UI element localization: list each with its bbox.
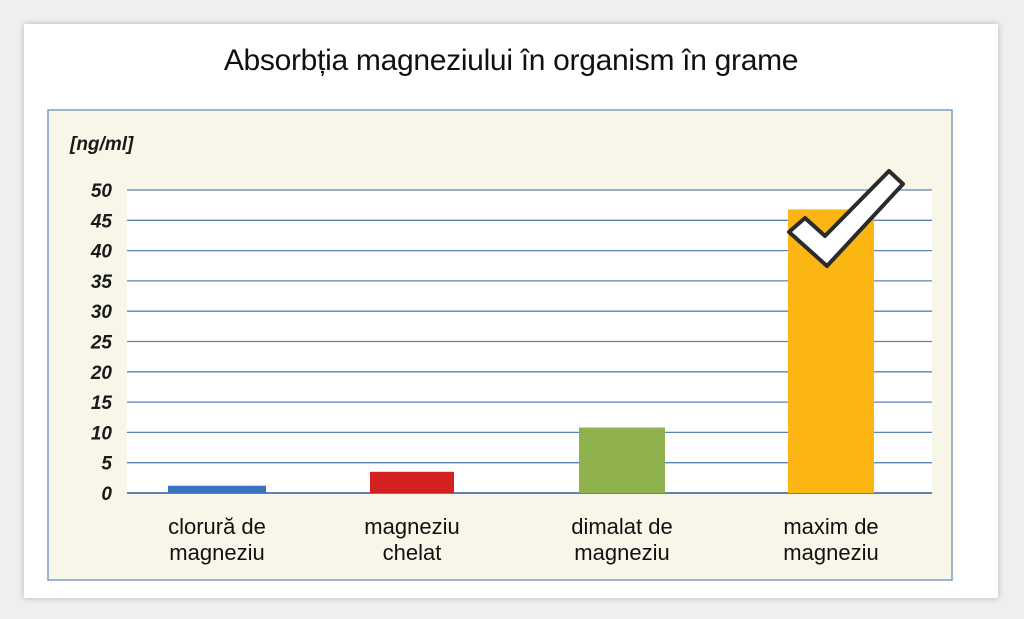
y-tick-label: 20 bbox=[90, 363, 113, 384]
x-category-label: maxim de magneziu bbox=[783, 514, 878, 565]
bar-2 bbox=[370, 471, 454, 493]
y-tick-label: 35 bbox=[91, 272, 113, 293]
y-axis-label: [ng/ml] bbox=[69, 134, 134, 155]
y-tick-label: 30 bbox=[91, 302, 113, 323]
checkmark-icon bbox=[787, 169, 905, 268]
y-tick-label: 50 bbox=[91, 181, 113, 202]
y-tick-label: 0 bbox=[101, 484, 112, 505]
y-tick-label: 10 bbox=[91, 423, 113, 444]
bar-chart: 0 5 10 15 20 25 30 35 40 45 50 [ng/ml] clorură de mag… bbox=[47, 109, 953, 581]
y-tick-label: 40 bbox=[90, 242, 113, 263]
chart-title: Absorbția magneziului în organism în gra… bbox=[223, 44, 799, 77]
chart-card: Absorbția magneziului în organism în gra… bbox=[24, 24, 998, 598]
x-category-label: dimalat de magneziu bbox=[571, 514, 673, 565]
y-tick-label: 5 bbox=[101, 454, 112, 475]
bar-1 bbox=[168, 485, 266, 493]
y-tick-label: 45 bbox=[90, 211, 113, 232]
checkmark-shape bbox=[787, 169, 905, 268]
bar-3 bbox=[579, 427, 665, 493]
y-tick-label: 15 bbox=[91, 393, 113, 414]
x-category-label: magneziu chelat bbox=[364, 514, 459, 565]
x-category-label: clorură de magneziu bbox=[168, 514, 266, 565]
y-tick-label: 25 bbox=[90, 333, 113, 354]
